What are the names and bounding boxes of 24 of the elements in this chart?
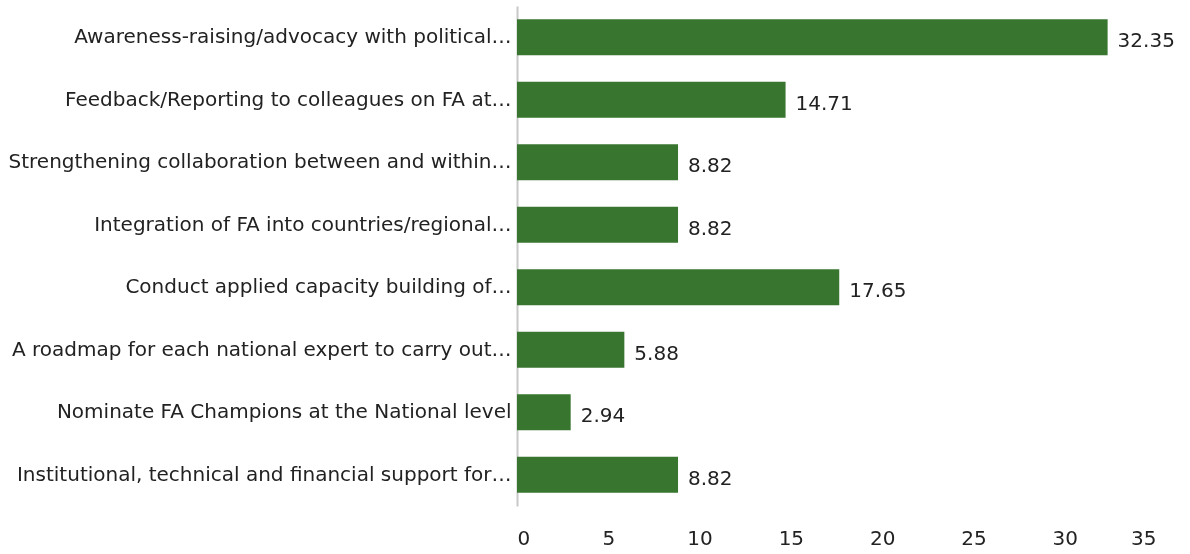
y-tick-label: Strengthening collaboration between and within…: [8, 149, 512, 174]
data-label: 32.35: [1117, 28, 1175, 53]
x-tick-label: 10: [687, 525, 713, 550]
data-label: 8.82: [688, 153, 733, 178]
data-label: 8.82: [688, 215, 733, 240]
data-label: 5.88: [634, 340, 679, 365]
y-tick-label: Nominate FA Champions at the National level: [56, 399, 512, 424]
x-tick-label: 0: [517, 525, 531, 550]
x-tick-label: 25: [961, 525, 987, 550]
x-tick-label: 5: [602, 525, 616, 550]
x-tick-label: 30: [1052, 525, 1078, 550]
data-label: 2.94: [580, 403, 626, 428]
y-tick-label: Integration of FA into countries/regional…: [94, 211, 512, 236]
y-tick-label: Institutional, technical and financial support for…: [16, 461, 512, 486]
data-label: 8.82: [688, 465, 733, 490]
x-tick-label: 15: [778, 525, 805, 550]
data-label: 14.71: [795, 90, 853, 115]
y-tick-label: Awareness-raising/advocacy with political…: [74, 24, 512, 49]
x-tick-label: 35: [1131, 525, 1157, 550]
x-tick-label: 20: [869, 525, 896, 550]
y-tick-label: Conduct applied capacity building of…: [125, 274, 512, 299]
y-tick-label: A roadmap for each national expert to carry out…: [11, 336, 512, 361]
data-label: 17.65: [849, 278, 907, 303]
y-tick-label: Feedback/Reporting to colleagues on FA at…: [65, 86, 512, 111]
